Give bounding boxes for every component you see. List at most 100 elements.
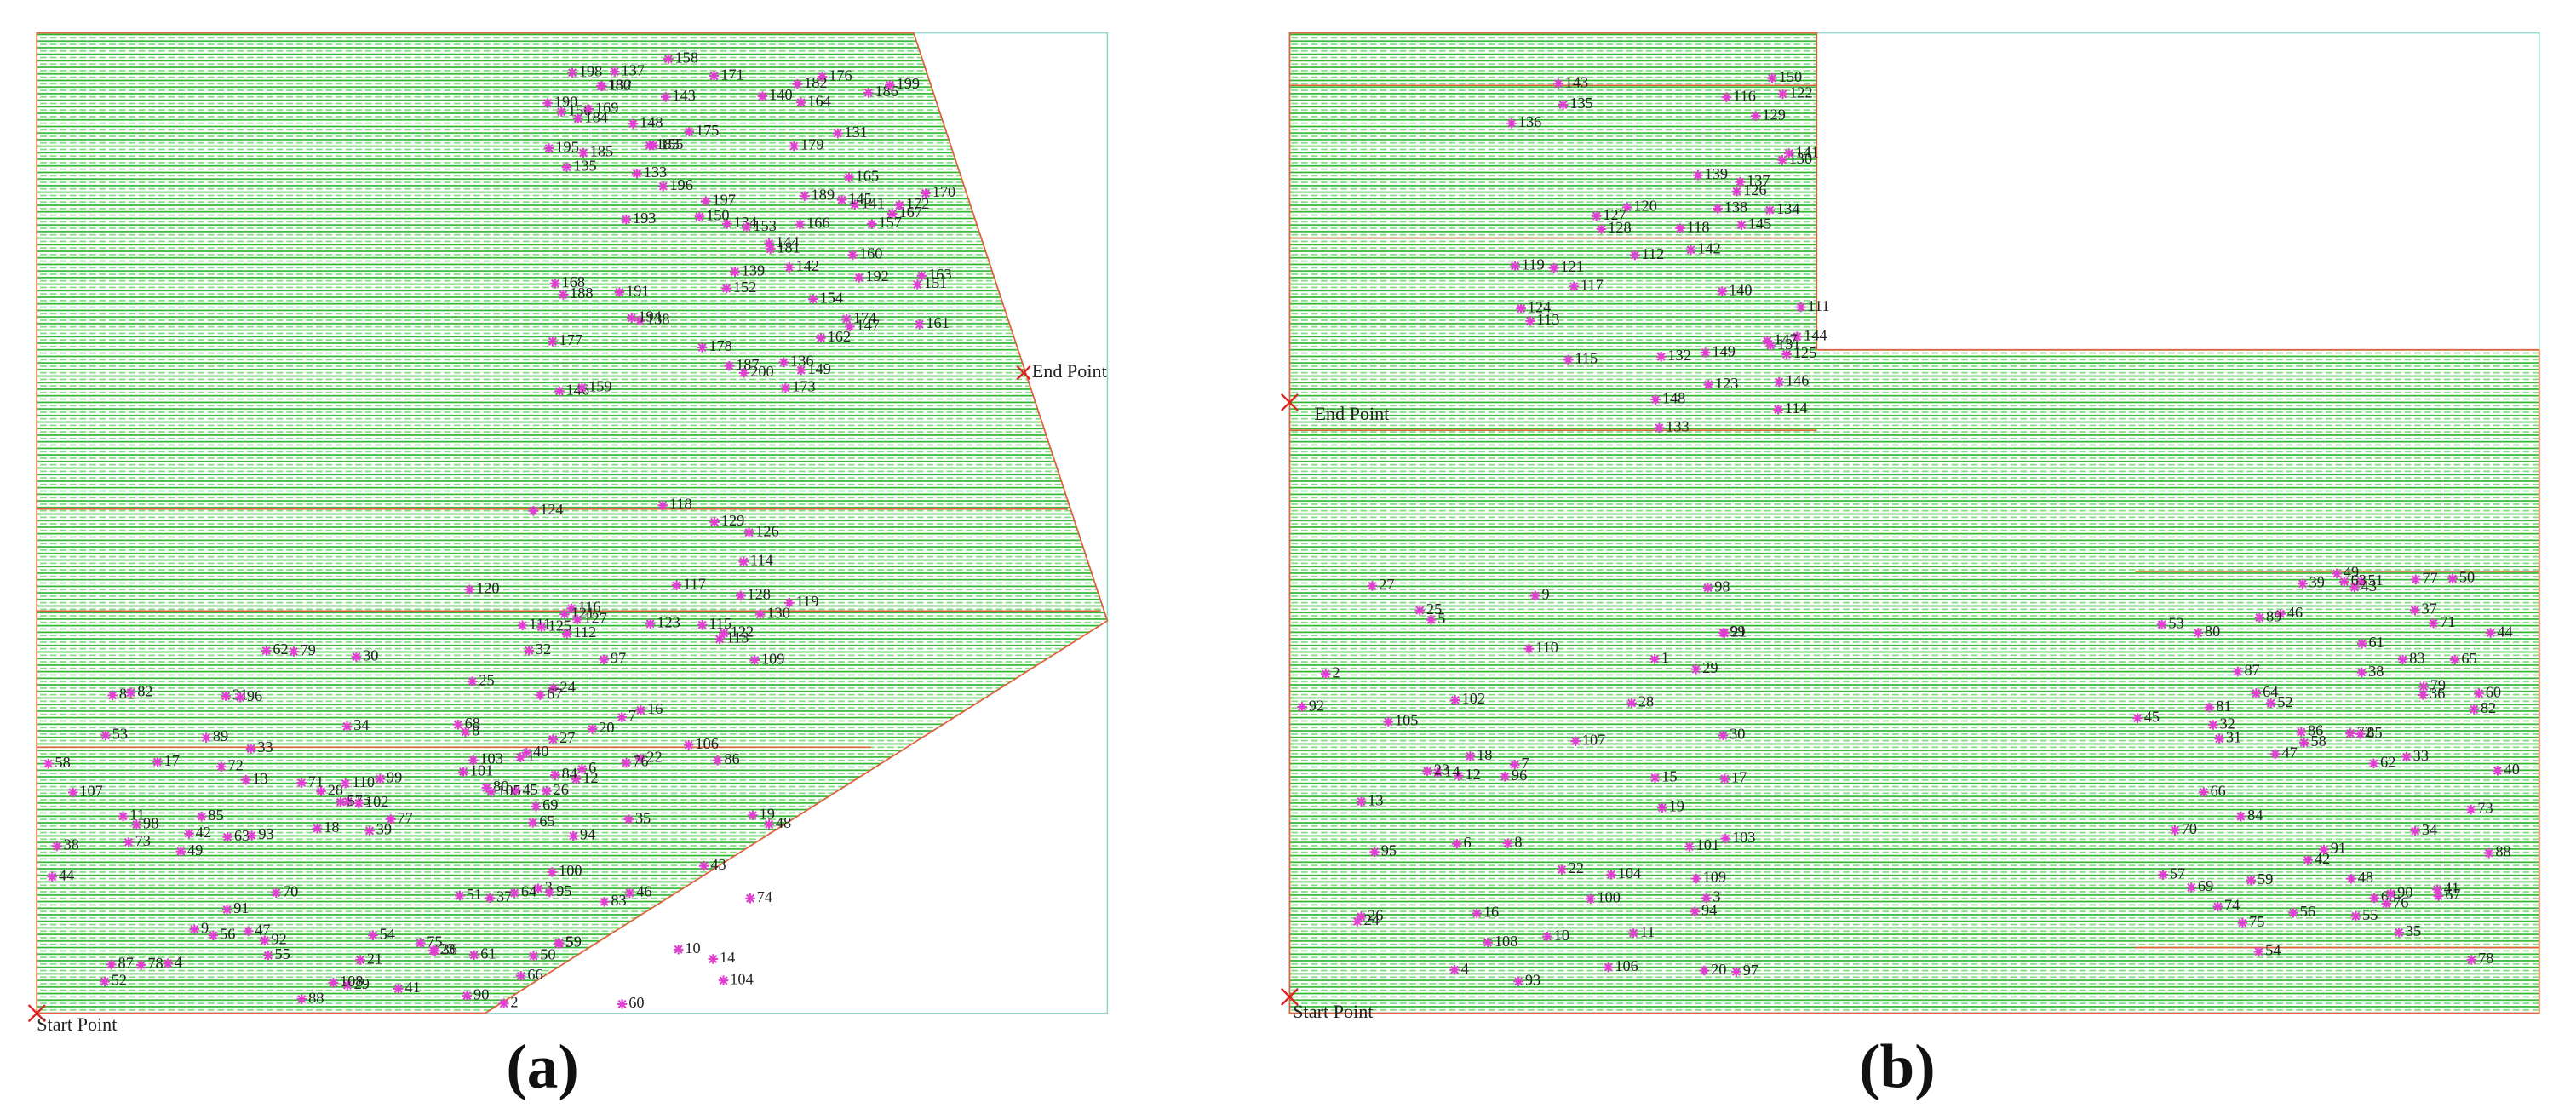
point-label: 81	[2216, 698, 2231, 715]
point-label: 182	[804, 74, 827, 91]
point-label: 69	[2198, 877, 2213, 894]
point-marker	[566, 603, 577, 614]
point-label: 6	[588, 759, 596, 776]
point-marker	[2466, 955, 2477, 965]
point-label: 90	[2397, 884, 2412, 901]
point-marker	[1596, 224, 1607, 234]
point-marker	[2428, 617, 2439, 629]
point-label: 93	[1525, 972, 1540, 989]
point-marker	[1542, 931, 1552, 942]
point-marker	[2235, 811, 2246, 822]
point-label: 88	[308, 989, 324, 1006]
point-label: 151	[924, 274, 947, 291]
point-marker	[196, 811, 207, 822]
point-marker	[131, 819, 142, 830]
point-label: 25	[479, 671, 494, 688]
point-marker	[2170, 824, 2180, 836]
point-label: 115	[1575, 350, 1598, 367]
point-label: 42	[196, 824, 211, 841]
point-label: 29	[354, 975, 370, 992]
point-marker	[1731, 186, 1742, 197]
point-marker	[721, 283, 731, 294]
point-marker	[1718, 730, 1729, 741]
point-label: 88	[2495, 843, 2510, 860]
point-label: 35	[2406, 922, 2421, 939]
point-label: 26	[554, 781, 569, 798]
point-marker	[2232, 666, 2243, 677]
point-marker	[1777, 89, 1788, 100]
point-label: 141	[862, 194, 885, 211]
point-marker	[697, 342, 708, 353]
point-label: 145	[848, 190, 871, 207]
point-marker	[464, 584, 475, 595]
point-label: 126	[755, 522, 778, 539]
point-label: 74	[757, 888, 772, 905]
point-label: 77	[398, 809, 413, 826]
point-marker	[596, 81, 606, 91]
point-label: 167	[899, 204, 922, 221]
point-label: 46	[2287, 604, 2303, 621]
point-label: 37	[2422, 600, 2437, 617]
point-label: 118	[669, 495, 692, 512]
point-label: 44	[59, 867, 74, 884]
point-marker	[2394, 928, 2404, 938]
point-label: 113	[1537, 311, 1560, 328]
point-marker	[730, 267, 740, 277]
point-marker	[2298, 738, 2309, 748]
point-marker	[1383, 716, 1394, 727]
point-label: 103	[1732, 829, 1755, 846]
point-label: 143	[672, 87, 695, 104]
point-marker	[340, 778, 351, 789]
point-marker	[1773, 405, 1783, 415]
point-marker	[2483, 847, 2494, 859]
point-label: 61	[2368, 634, 2384, 651]
point-label: 200	[750, 363, 773, 380]
point-label: 176	[829, 66, 852, 83]
point-marker	[222, 831, 232, 842]
point-label: 120	[1633, 198, 1656, 215]
point-marker	[533, 883, 543, 894]
point-marker	[578, 147, 588, 158]
point-marker	[741, 221, 752, 233]
point-label: 86	[724, 750, 739, 767]
point-marker	[645, 618, 656, 629]
point-marker	[531, 801, 542, 812]
point-marker	[1700, 347, 1711, 358]
point-marker	[2469, 704, 2479, 715]
point-label: 34	[353, 716, 369, 733]
point-marker	[2356, 667, 2367, 678]
point-marker	[2204, 702, 2215, 713]
point-marker	[289, 646, 299, 657]
point-marker	[1690, 663, 1701, 675]
end-label: End Point	[1032, 360, 1108, 382]
point-label: 51	[467, 886, 482, 903]
point-label: 119	[1522, 256, 1545, 273]
point-label: 139	[742, 261, 765, 279]
point-label: 180	[608, 76, 631, 93]
point-marker	[817, 72, 828, 82]
point-label: 56	[2300, 903, 2315, 920]
point-label: 22	[646, 749, 662, 766]
point-label: 18	[1477, 746, 1492, 763]
point-marker	[1297, 702, 1307, 712]
point-label: 78	[2478, 950, 2493, 967]
point-label: 134	[1776, 200, 1799, 217]
point-marker	[550, 279, 560, 289]
point-label: 99	[1730, 623, 1745, 640]
point-marker	[1630, 250, 1640, 261]
point-marker	[245, 744, 256, 754]
point-marker	[2288, 907, 2298, 918]
point-label: 172	[906, 195, 929, 212]
point-label: 179	[800, 136, 823, 153]
point-label: 144	[1804, 326, 1827, 343]
point-marker	[2156, 619, 2167, 630]
point-marker	[1765, 340, 1776, 351]
point-label: 37	[496, 887, 512, 905]
point-label: 101	[1696, 836, 1719, 853]
point-label: 108	[340, 973, 363, 990]
field-b	[1288, 32, 2540, 1014]
point-marker	[808, 294, 818, 304]
point-marker	[1657, 802, 1667, 813]
point-label: 36	[2430, 685, 2445, 702]
point-label: 105	[497, 782, 520, 799]
